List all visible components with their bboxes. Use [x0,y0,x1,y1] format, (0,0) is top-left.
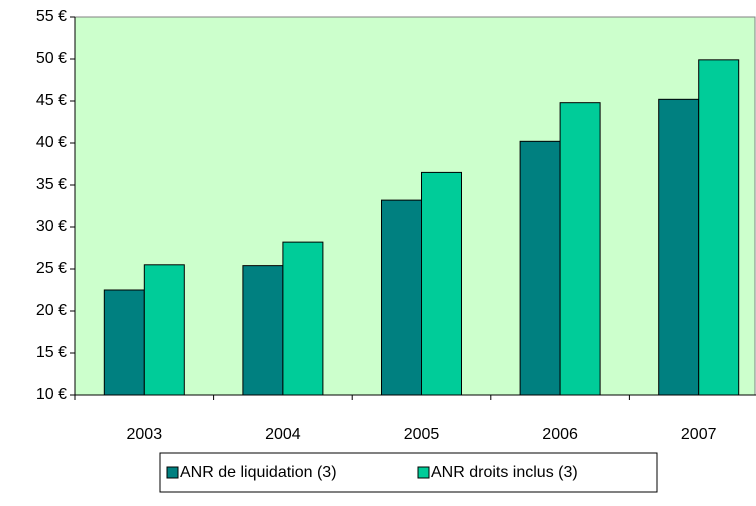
x-tick-label: 2005 [404,426,440,443]
legend-swatch [417,466,430,479]
y-tick-label: 15 € [36,344,67,361]
x-tick-label: 2003 [127,426,163,443]
y-tick-label: 35 € [36,176,67,193]
y-tick-label: 25 € [36,260,67,277]
bar [381,199,422,396]
legend-swatch [166,466,179,479]
legend-box [159,452,658,493]
legend-label: ANR de liquidation (3) [180,464,337,481]
y-tick-label: 30 € [36,218,67,235]
bar [658,98,700,396]
y-tick-label: 45 € [36,92,67,109]
y-tick-label: 50 € [36,50,67,67]
bar [143,264,185,396]
y-tick-label: 10 € [36,386,67,403]
y-tick-label: 55 € [36,8,67,25]
bar [519,140,561,396]
x-tick-label: 2004 [265,426,301,443]
bar [559,102,601,396]
legend-label: ANR droits inclus (3) [431,464,578,481]
y-tick-label: 20 € [36,302,67,319]
bar [103,289,145,396]
x-tick-label: 2007 [681,426,717,443]
x-tick-label: 2006 [542,426,578,443]
bar [698,59,740,396]
bar [282,241,324,396]
bar [421,171,462,396]
bar [242,265,284,396]
y-tick-label: 40 € [36,134,67,151]
